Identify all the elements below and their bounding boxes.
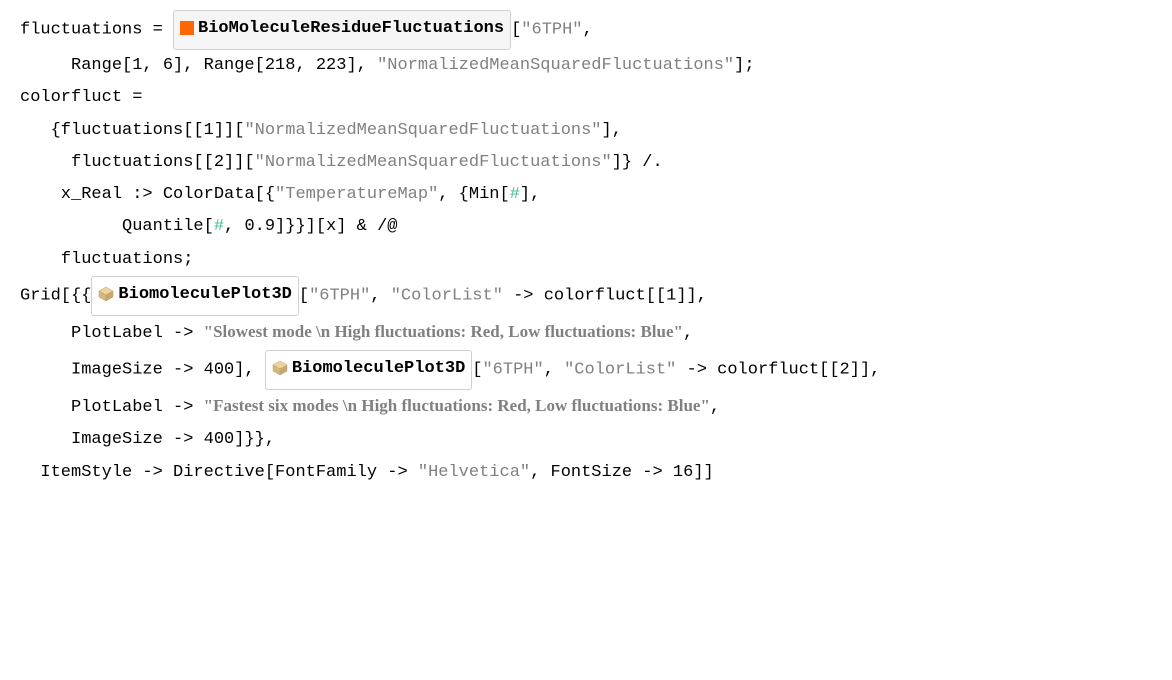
- text: Range[1, 6], Range[218, 223],: [20, 56, 377, 75]
- text: colorfluct =: [20, 88, 142, 107]
- text: ItemStyle -> Directive[FontFamily ->: [20, 463, 418, 482]
- text: {fluctuations[[1]][: [20, 121, 244, 140]
- text: PlotLabel ->: [20, 398, 204, 417]
- text: Grid[{{: [20, 287, 91, 306]
- slot-expr: #: [510, 185, 520, 204]
- resource-function-badge: BioMoleculeResidueFluctuations: [173, 10, 511, 50]
- text: ImageSize -> 400],: [20, 361, 265, 380]
- text: ImageSize -> 400]}},: [20, 430, 275, 449]
- string-literal: "ColorList": [564, 361, 676, 380]
- cube-icon: [272, 360, 288, 376]
- text: , 0.9]}}][x] & /@: [224, 217, 397, 236]
- text: ],: [520, 185, 540, 204]
- resource-object-badge: BiomoleculePlot3D: [91, 276, 298, 316]
- cube-icon: [98, 286, 114, 302]
- resource-object-badge: BiomoleculePlot3D: [265, 350, 472, 390]
- text: Quantile[: [20, 217, 214, 236]
- text: [: [511, 21, 521, 40]
- text: ,: [710, 398, 720, 417]
- text: ]} /.: [612, 153, 663, 172]
- resource-function-name: BioMoleculeResidueFluctuations: [198, 19, 504, 38]
- string-literal: "NormalizedMeanSquaredFluctuations": [255, 153, 612, 172]
- text: fluctuations[[2]][: [20, 153, 255, 172]
- string-literal: "NormalizedMeanSquaredFluctuations": [377, 56, 734, 75]
- text: ],: [602, 121, 622, 140]
- string-literal: "TemperatureMap": [275, 185, 438, 204]
- string-literal: "Slowest mode \n High fluctuations: Red,…: [204, 322, 683, 341]
- text: [: [472, 361, 482, 380]
- text: , {Min[: [438, 185, 509, 204]
- text: x_Real :> ColorData[{: [20, 185, 275, 204]
- text: ,: [683, 324, 693, 343]
- string-literal: "6TPH": [309, 287, 370, 306]
- text: PlotLabel ->: [20, 324, 204, 343]
- string-literal: "Fastest six modes \n High fluctuations:…: [204, 396, 710, 415]
- string-literal: "6TPH": [521, 21, 582, 40]
- text: , FontSize -> 16]]: [530, 463, 714, 482]
- text: [: [299, 287, 309, 306]
- resource-object-name: BiomoleculePlot3D: [118, 285, 291, 304]
- string-literal: "Helvetica": [418, 463, 530, 482]
- text: ,: [370, 287, 390, 306]
- string-literal: "ColorList": [391, 287, 503, 306]
- code-block: fluctuations = BioMoleculeResidueFluctua…: [20, 10, 1152, 489]
- slot-expr: #: [214, 217, 224, 236]
- resource-object-name: BiomoleculePlot3D: [292, 359, 465, 378]
- text: -> colorfluct[[2]],: [676, 361, 880, 380]
- string-literal: "NormalizedMeanSquaredFluctuations": [244, 121, 601, 140]
- text: ];: [734, 56, 754, 75]
- text: fluctuations;: [20, 250, 193, 269]
- string-literal: "6TPH": [482, 361, 543, 380]
- text: fluctuations =: [20, 21, 173, 40]
- text: ,: [583, 21, 593, 40]
- resource-icon: [180, 21, 194, 35]
- text: -> colorfluct[[1]],: [503, 287, 707, 306]
- text: ,: [544, 361, 564, 380]
